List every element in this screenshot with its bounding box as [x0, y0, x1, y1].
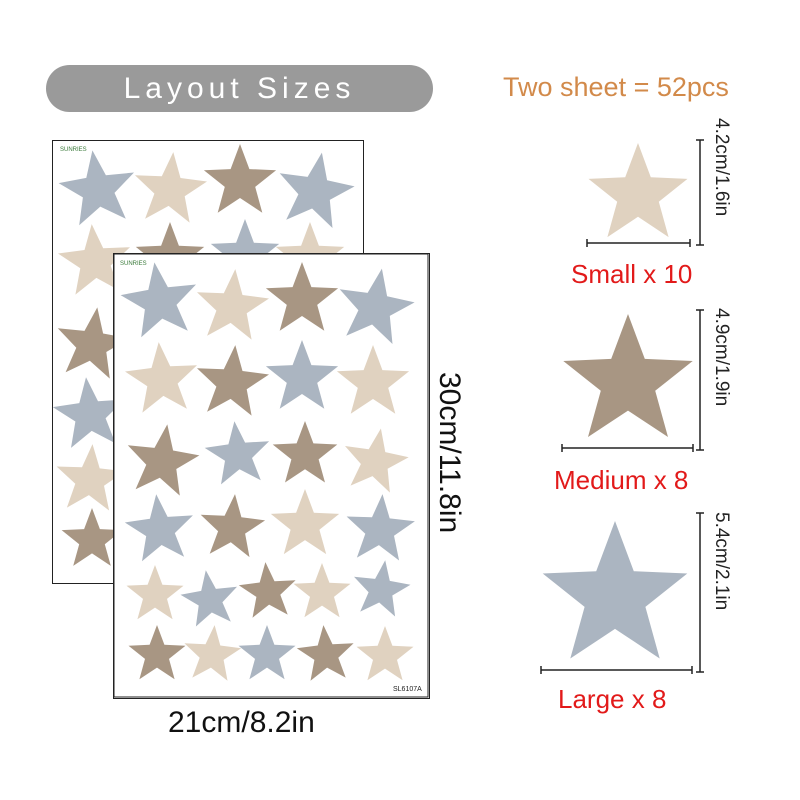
beige-star — [197, 269, 269, 340]
brown-star — [265, 262, 339, 331]
beige-star — [588, 143, 688, 238]
layout-sizes-banner: Layout Sizes — [46, 65, 433, 112]
brown-star — [272, 421, 338, 483]
beige-star — [270, 489, 340, 555]
brown-star — [296, 625, 354, 681]
large-dimension: 5.4cm/2.1in — [711, 512, 732, 611]
beige-star — [56, 444, 125, 511]
brown-star — [197, 345, 269, 416]
brown-star — [238, 562, 296, 618]
brown-star — [57, 307, 130, 379]
beige-star — [135, 152, 207, 223]
brown-star — [128, 625, 186, 680]
blue-star — [180, 570, 237, 627]
beige-star — [126, 565, 184, 620]
brown-star — [200, 494, 266, 558]
blue-star — [120, 262, 196, 338]
beige-star — [345, 428, 409, 493]
large-label: Large x 8 — [558, 684, 667, 714]
brand-logo-front: SUNRIES — [120, 261, 147, 267]
brown-star — [61, 508, 123, 566]
small-dimension: 4.2cm/1.6in — [711, 118, 732, 217]
blue-star — [124, 494, 193, 562]
small-label: Small x 10 — [571, 259, 693, 289]
blue-star — [238, 625, 296, 680]
brown-star — [127, 424, 200, 496]
blue-star — [346, 494, 415, 561]
total-count: Two sheet = 52pcs — [503, 72, 729, 102]
beige-star — [293, 563, 351, 618]
sheet-width-label: 21cm/8.2in — [168, 706, 315, 739]
blue-star — [58, 150, 134, 226]
blue-star — [339, 268, 415, 344]
blue-star — [210, 219, 280, 285]
brown-star — [563, 314, 693, 437]
blue-star — [265, 340, 339, 409]
blue-star — [52, 377, 125, 448]
medium-dimension: 4.9cm/1.9in — [711, 308, 732, 407]
medium-label: Medium x 8 — [554, 465, 689, 495]
blue-star — [204, 421, 270, 485]
blue-star — [354, 560, 411, 617]
beige-star — [184, 625, 242, 681]
beige-star — [58, 224, 130, 295]
beige-star — [125, 342, 197, 413]
brand-logo-back: SUNRIES — [60, 147, 87, 153]
beige-star — [356, 626, 414, 681]
beige-star — [336, 345, 410, 414]
banner-title: Layout Sizes — [123, 71, 356, 105]
brown-star — [203, 144, 277, 213]
blue-star — [279, 152, 355, 228]
blue-star — [542, 521, 688, 659]
sheet-code: SL6107A — [393, 686, 422, 693]
